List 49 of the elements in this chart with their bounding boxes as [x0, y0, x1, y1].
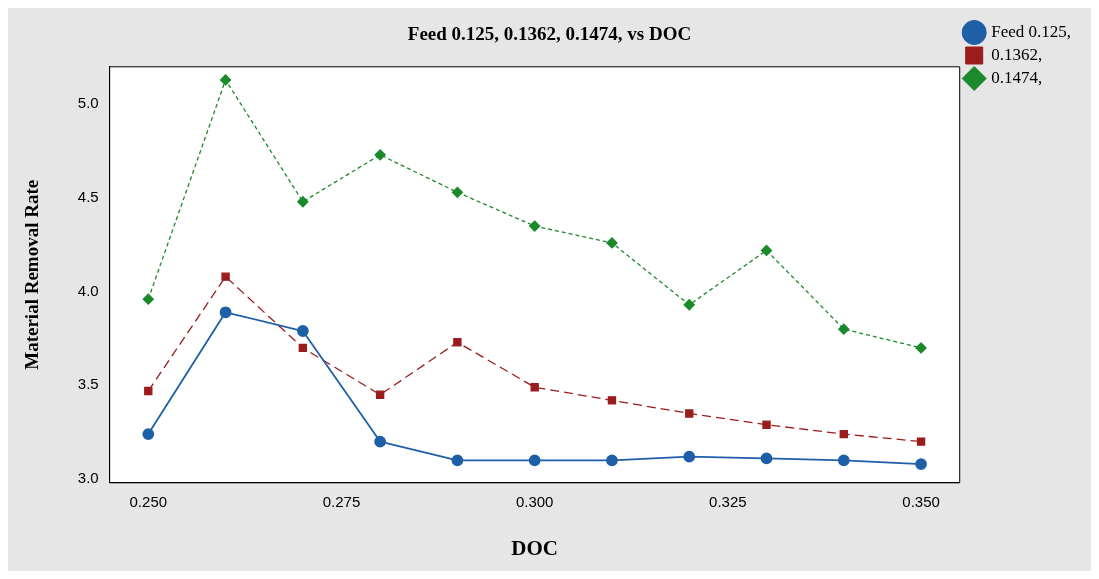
legend-label: Feed 0.125, [991, 21, 1071, 41]
point [451, 454, 464, 467]
point [296, 325, 309, 337]
point [685, 409, 694, 418]
legend-label: 0.1362, [991, 44, 1043, 64]
point [451, 186, 464, 198]
point [530, 383, 539, 392]
point [142, 428, 155, 440]
x-tick-label: 0.325 [709, 492, 747, 510]
y-tick-label: 3.5 [77, 375, 99, 393]
legend-label: 0.1474, [991, 67, 1043, 87]
point [839, 429, 848, 439]
y-tick-label: 3.0 [77, 469, 99, 487]
point [144, 386, 153, 396]
point [374, 435, 387, 448]
point [760, 452, 773, 465]
point [142, 293, 154, 305]
point [760, 244, 773, 257]
point [606, 454, 618, 467]
point [298, 343, 308, 353]
point [915, 342, 927, 354]
point [607, 396, 617, 405]
y-tick-label: 5.0 [77, 94, 99, 112]
point [219, 306, 232, 319]
y-tick-label: 4.0 [77, 281, 99, 299]
point [375, 390, 385, 399]
point [219, 74, 232, 86]
point [297, 196, 309, 208]
point [606, 237, 618, 249]
chart-title: Feed 0.125, 0.1362, 0.1474, vs DOC [407, 23, 692, 45]
x-tick-label: 0.275 [322, 492, 361, 510]
point [762, 420, 771, 429]
point [374, 149, 386, 161]
point [837, 454, 850, 467]
point [915, 458, 927, 470]
x-axis-title: DOC [511, 535, 559, 560]
point [683, 450, 696, 463]
point [916, 437, 926, 446]
x-tick-label: 0.350 [902, 492, 940, 510]
point [529, 220, 541, 232]
point [221, 272, 230, 281]
point [453, 338, 462, 347]
point [838, 323, 850, 335]
x-tick-label: 0.300 [515, 492, 554, 510]
point [528, 454, 541, 467]
x-tick-label: 0.250 [129, 492, 168, 510]
y-axis-title: Material Removal Rate [21, 179, 43, 370]
y-tick-label: 4.5 [77, 188, 99, 206]
point [683, 299, 695, 311]
